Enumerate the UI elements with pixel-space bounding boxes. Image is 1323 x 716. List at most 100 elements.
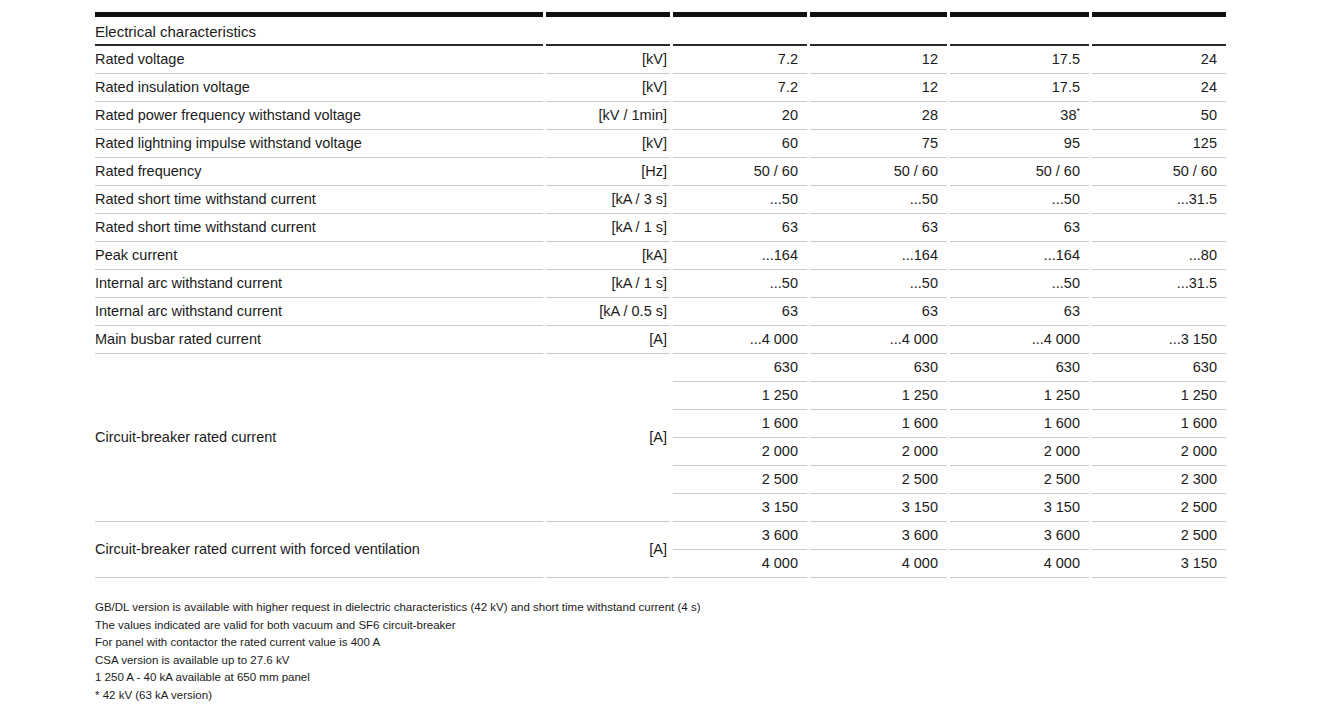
value-cell: [1092, 298, 1226, 326]
header-spacer-col3: [950, 12, 1089, 46]
row-unit: [kV]: [546, 130, 670, 158]
value-cell: 12: [810, 74, 947, 102]
header-spacer-col4: [1092, 12, 1226, 46]
group-unit: [A]: [546, 354, 670, 522]
table-row-lightning-impulse-withstand: Rated lightning impulse withstand voltag…: [95, 130, 1226, 158]
value-cell: 63: [673, 298, 807, 326]
value-cell: 3 600: [810, 522, 947, 550]
row-unit: [kV]: [546, 74, 670, 102]
value-cell: 2 000: [950, 438, 1089, 466]
footnote-marker: *: [1076, 106, 1080, 116]
value-cell: ...164: [673, 242, 807, 270]
row-unit: [kA / 1 s]: [546, 270, 670, 298]
footnote-line: CSA version is available up to 27.6 kV: [95, 652, 1229, 670]
value-cell: 1 600: [810, 410, 947, 438]
value-cell: 63: [950, 214, 1089, 242]
value-cell: 1 600: [950, 410, 1089, 438]
table-row-short-time-withstand-1s: Rated short time withstand current [kA /…: [95, 214, 1226, 242]
value-cell: ...3 150: [1092, 326, 1226, 354]
value-cell: 63: [673, 214, 807, 242]
value-cell: 50 / 60: [673, 158, 807, 186]
value-cell: 63: [950, 298, 1089, 326]
value-cell: ...50: [810, 186, 947, 214]
table-row-main-busbar-current: Main busbar rated current [A] ...4 000 .…: [95, 326, 1226, 354]
value-cell: 2 500: [810, 466, 947, 494]
value-cell: 7.2: [673, 74, 807, 102]
group-unit: [A]: [546, 522, 670, 578]
value-cell: 1 250: [673, 382, 807, 410]
value-cell: ...31.5: [1092, 270, 1226, 298]
row-label: Rated insulation voltage: [95, 74, 543, 102]
row-unit: [kV / 1min]: [546, 102, 670, 130]
value-cell: 2 000: [1092, 438, 1226, 466]
group-label: Circuit-breaker rated current with force…: [95, 522, 543, 578]
value-cell: [1092, 214, 1226, 242]
value-cell: ...164: [950, 242, 1089, 270]
value-cell: 60: [673, 130, 807, 158]
table-row-rated-frequency: Rated frequency [Hz] 50 / 60 50 / 60 50 …: [95, 158, 1226, 186]
value-cell: ...50: [810, 270, 947, 298]
value-cell: 3 150: [950, 494, 1089, 522]
value-cell: 4 000: [673, 550, 807, 578]
row-unit: [kA / 3 s]: [546, 186, 670, 214]
value-cell: 2 500: [673, 466, 807, 494]
table-row-rated-voltage: Rated voltage [kV] 7.2 12 17.5 24: [95, 46, 1226, 74]
row-label: Rated power frequency withstand voltage: [95, 102, 543, 130]
row-label: Rated short time withstand current: [95, 186, 543, 214]
header-spacer-col2: [810, 12, 947, 46]
value-cell: 4 000: [810, 550, 947, 578]
value-cell: 20: [673, 102, 807, 130]
row-unit: [kV]: [546, 46, 670, 74]
value-cell: ...31.5: [1092, 186, 1226, 214]
value-cell: 38*: [950, 102, 1089, 130]
value-cell: 1 600: [673, 410, 807, 438]
table-row-power-frequency-withstand: Rated power frequency withstand voltage …: [95, 102, 1226, 130]
value-cell: ...164: [810, 242, 947, 270]
table-row-internal-arc-05s: Internal arc withstand current [kA / 0.5…: [95, 298, 1226, 326]
value-cell: 3 600: [950, 522, 1089, 550]
footnote-line: 1 250 A - 40 kA available at 650 mm pane…: [95, 669, 1229, 687]
row-label: Main busbar rated current: [95, 326, 543, 354]
value-cell: 17.5: [950, 74, 1089, 102]
row-label: Rated voltage: [95, 46, 543, 74]
electrical-characteristics-table: Electrical characteristics Rated voltage…: [92, 12, 1229, 578]
value-cell: ...50: [950, 186, 1089, 214]
table-row-short-time-withstand-3s: Rated short time withstand current [kA /…: [95, 186, 1226, 214]
row-label: Rated short time withstand current: [95, 214, 543, 242]
row-label: Rated lightning impulse withstand voltag…: [95, 130, 543, 158]
value-cell: 1 250: [950, 382, 1089, 410]
value-cell: 630: [673, 354, 807, 382]
value-cell: 1 600: [1092, 410, 1226, 438]
table-header-row: Electrical characteristics: [95, 12, 1226, 46]
value-text: 38: [1060, 107, 1076, 123]
value-cell: 12: [810, 46, 947, 74]
footnotes-block: GB/DL version is available with higher r…: [92, 599, 1229, 705]
value-cell: 2 500: [1092, 494, 1226, 522]
value-cell: 50 / 60: [1092, 158, 1226, 186]
value-cell: 1 250: [810, 382, 947, 410]
value-cell: 95: [950, 130, 1089, 158]
footnote-line: The values indicated are valid for both …: [95, 617, 1229, 635]
value-cell: ...80: [1092, 242, 1226, 270]
value-cell: 7.2: [673, 46, 807, 74]
value-cell: 50 / 60: [810, 158, 947, 186]
table-row-rated-insulation-voltage: Rated insulation voltage [kV] 7.2 12 17.…: [95, 74, 1226, 102]
table-row-peak-current: Peak current [kA] ...164 ...164 ...164 .…: [95, 242, 1226, 270]
value-cell: 50 / 60: [950, 158, 1089, 186]
value-cell: 3 600: [673, 522, 807, 550]
value-cell: 2 500: [950, 466, 1089, 494]
footnote-line: For panel with contactor the rated curre…: [95, 634, 1229, 652]
value-cell: 630: [1092, 354, 1226, 382]
value-cell: 3 150: [810, 494, 947, 522]
row-label: Internal arc withstand current: [95, 298, 543, 326]
footnote-line: GB/DL version is available with higher r…: [95, 599, 1229, 617]
row-label: Internal arc withstand current: [95, 270, 543, 298]
table-row-internal-arc-1s: Internal arc withstand current [kA / 1 s…: [95, 270, 1226, 298]
value-cell: ...4 000: [673, 326, 807, 354]
value-cell: 28: [810, 102, 947, 130]
value-cell: 24: [1092, 74, 1226, 102]
value-cell: 630: [950, 354, 1089, 382]
value-cell: ...4 000: [810, 326, 947, 354]
row-unit: [kA / 1 s]: [546, 214, 670, 242]
row-label: Peak current: [95, 242, 543, 270]
